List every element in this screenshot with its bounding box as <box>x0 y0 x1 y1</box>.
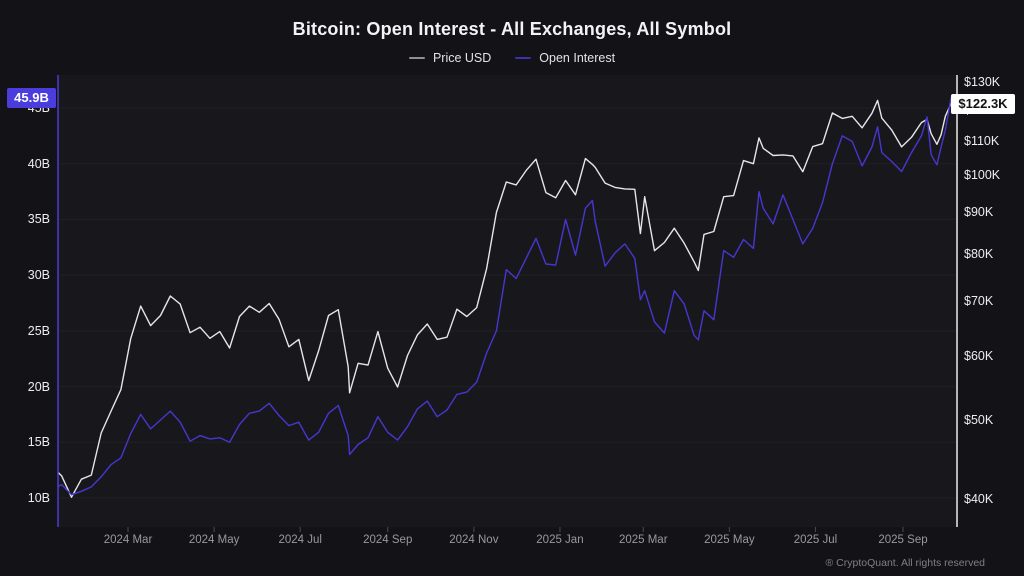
y-left-tick-40B: 40B <box>27 156 50 171</box>
legend-swatch-icon <box>515 57 532 59</box>
latest-open-interest-badge: 45.9B <box>7 87 56 108</box>
copyright-notice: ® CryptoQuant. All rights reserved <box>825 557 985 569</box>
y-left-tick-25B: 25B <box>27 323 50 338</box>
y-right-tick-$110K: $110K <box>964 134 1000 149</box>
legend-item-open-interest[interactable]: Open Interest <box>515 51 615 65</box>
legend-item-price-usd[interactable]: Price USD <box>408 51 492 65</box>
x-tick-2025-Jul: 2025 Jul <box>793 534 838 546</box>
x-tick-2024-Nov: 2024 Nov <box>449 534 499 546</box>
y-right-tick-$70K: $70K <box>964 294 994 308</box>
y-right-tick-$90K: $90K <box>964 205 994 220</box>
legend-label: Price USD <box>432 51 492 65</box>
open-interest-line[interactable] <box>57 97 952 496</box>
x-tick-2024-Sep: 2024 Sep <box>363 534 413 546</box>
chart-title: Bitcoin: Open Interest - All Exchanges, … <box>292 19 732 39</box>
price-usd-line[interactable] <box>57 99 952 498</box>
latest-price-badge: $122.3K <box>951 93 1015 114</box>
y-left-tick-10B: 10B <box>27 491 50 505</box>
y-right-tick-$100K: $100K <box>964 167 1001 182</box>
y-left-tick-35B: 35B <box>27 212 50 227</box>
legend-label: Open Interest <box>539 51 616 65</box>
x-tick-2025-May: 2025 May <box>704 534 755 546</box>
y-left-tick-15B: 15B <box>27 435 50 450</box>
legend-swatch-icon <box>408 57 425 59</box>
y-right-tick-$60K: $60K <box>964 348 994 363</box>
y-right-tick-$50K: $50K <box>964 413 994 428</box>
x-tick-2025-Jan: 2025 Jan <box>536 534 584 546</box>
y-right-tick-$40K: $40K <box>964 492 994 506</box>
y-right-tick-$130K: $130K <box>964 75 1001 89</box>
plot-background <box>58 75 957 527</box>
x-tick-2025-Mar: 2025 Mar <box>618 534 668 546</box>
chart-legend: Price USD Open Interest <box>0 51 1024 65</box>
y-left-tick-20B: 20B <box>27 379 50 394</box>
x-tick-2024-Jul: 2024 Jul <box>278 534 322 546</box>
x-tick-2025-Sep: 2025 Sep <box>878 534 928 546</box>
x-tick-2024-May: 2024 May <box>188 534 240 546</box>
x-tick-2024-Mar: 2024 Mar <box>103 534 153 546</box>
y-right-tick-$80K: $80K <box>964 246 994 261</box>
y-left-tick-30B: 30B <box>27 268 50 283</box>
